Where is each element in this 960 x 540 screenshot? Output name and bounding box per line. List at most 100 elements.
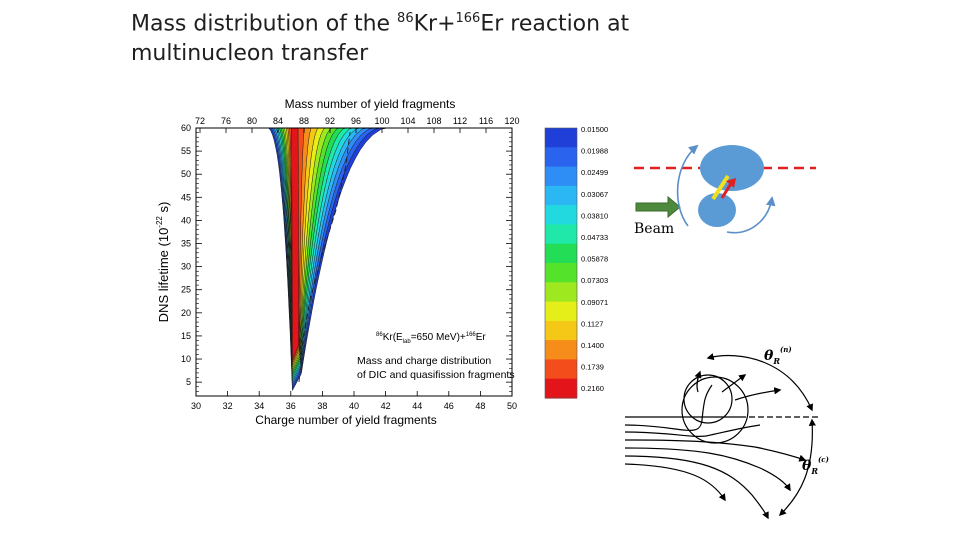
colorbar-swatch [545, 340, 577, 360]
contour-map [268, 128, 389, 392]
top-tick-label: 80 [247, 116, 257, 126]
coulomb-rainbow-arc [778, 418, 816, 517]
colorbar-swatch [545, 282, 577, 303]
colorbar-label: 0.09071 [581, 298, 608, 307]
colorbar-swatch [545, 378, 577, 399]
x-tick-label: 32 [223, 401, 233, 411]
x-tick-label: 38 [317, 401, 327, 411]
colorbar-label: 0.2160 [581, 384, 604, 393]
y-axis-title: DNS lifetime (10-22 s) [155, 202, 171, 323]
colorbar-frame [544, 127, 578, 399]
x-axis-title: Charge number of yield fragments [255, 413, 436, 427]
colorbar-label: 0.01988 [581, 147, 608, 156]
beam-label: Beam [634, 221, 675, 237]
colorbar-label: 0.03810 [581, 211, 608, 220]
y-tick-label: 10 [181, 354, 191, 364]
colorbar-label: 0.07303 [581, 276, 608, 285]
top-tick-label: 76 [221, 116, 231, 126]
top-tick-label: 104 [400, 116, 415, 126]
colorbar-swatch [545, 359, 577, 380]
colorbar-label: 0.1400 [581, 341, 604, 350]
trajectory-2 [624, 424, 761, 437]
transfer-arrow-yellow-icon [711, 174, 730, 201]
beam-arrow-icon [635, 195, 681, 219]
target-nucleus [700, 145, 764, 191]
colorbar-swatch [545, 128, 577, 148]
theta-n-label: θR(n) [764, 345, 792, 366]
svg-text:86Kr(Elab=650 MeV)+166Er: 86Kr(Elab=650 MeV)+166Er [376, 332, 486, 345]
colorbar-swatch [545, 243, 577, 264]
y-tick-label: 45 [181, 192, 191, 202]
rotation-arrow-right-icon [726, 196, 776, 234]
colorbar-swatch [545, 185, 577, 206]
colorbar-swatch [545, 205, 577, 225]
trajectory-7 [694, 370, 702, 393]
trajectory-6 [624, 463, 726, 502]
svg-text:Mass and charge distribution: Mass and charge distribution [357, 355, 491, 367]
colorbar-swatch [545, 301, 577, 322]
x-tick-label: 42 [381, 401, 391, 411]
colorbar-label: 0.05878 [581, 255, 608, 264]
colorbar-label: 0.03067 [581, 190, 608, 199]
top-tick-label: 88 [299, 116, 309, 126]
colorbar-label: 0.04733 [581, 233, 608, 242]
y-tick-label: 55 [181, 146, 191, 156]
top-tick-label: 116 [479, 116, 493, 126]
x-tick-label: 30 [191, 401, 201, 411]
colorbar-swatch [545, 320, 577, 341]
svg-text:of DIC and quasifission fragme: of DIC and quasifission fragments [357, 369, 515, 381]
contour-ridge-line [298, 131, 351, 383]
projectile-nucleus [698, 193, 736, 227]
rotation-arrow-left-icon [676, 144, 699, 227]
x-tick-label: 48 [475, 401, 485, 411]
trajectory-5 [624, 455, 769, 520]
x-tick-label: 34 [254, 401, 264, 411]
colorbar-label: 0.1739 [581, 363, 604, 372]
top-tick-label: 108 [426, 116, 441, 126]
target-circle [681, 376, 749, 444]
beam-schematic [634, 144, 816, 234]
slide-title: Mass distribution of the 86Kr+166Er reac… [131, 11, 630, 67]
top-tick-label: 72 [195, 116, 205, 126]
y-tick-label: 50 [181, 169, 191, 179]
y-tick-label: 40 [181, 215, 191, 225]
x-tick-label: 46 [444, 401, 454, 411]
y-tick-label: 5 [186, 377, 191, 387]
x-tick-label: 40 [349, 401, 359, 411]
y-tick-label: 35 [181, 239, 191, 249]
plot-annotation: 86Kr(Elab=650 MeV)+166Er Mass and charge… [357, 332, 515, 381]
top-tick-label: 84 [273, 116, 283, 126]
top-tick-label: 92 [325, 116, 335, 126]
top-tick-label: 120 [504, 116, 519, 126]
transfer-arrowhead-icon [726, 178, 736, 188]
y-tick-label: 20 [181, 308, 191, 318]
colorbar-label: 0.1127 [581, 319, 603, 328]
top-tick-label: 100 [374, 116, 389, 126]
contour-band-13 [290, 128, 299, 360]
theta-c-label: θR(c) [802, 455, 829, 476]
colorbar-label: 0.01500 [581, 125, 608, 134]
projectile-circle [683, 374, 733, 424]
trajectory-4 [624, 447, 791, 492]
colorbar-label: 0.02499 [581, 168, 608, 177]
top-tick-label: 112 [453, 116, 467, 126]
y-tick-label: 25 [181, 285, 191, 295]
axis-ticks: 30 32 34 36 38 40 42 44 46 48 50 72 76 80 84 88 92 96 100 1… [181, 116, 520, 411]
x-tick-label: 44 [412, 401, 422, 411]
top-axis-title: Mass number of yield fragments [285, 97, 456, 111]
y-tick-label: 15 [181, 331, 191, 341]
colorbar-swatch [545, 166, 577, 187]
y-tick-label: 60 [181, 123, 191, 133]
top-tick-label: 96 [351, 116, 361, 126]
x-tick-label: 36 [286, 401, 296, 411]
colorbar: 0.01500 0.01988 0.02499 0.03067 0.03810 0.047… [544, 125, 608, 399]
trajectory-schematic [624, 353, 818, 520]
nuclear-rainbow-arc [706, 353, 813, 412]
colorbar-swatch [545, 263, 577, 283]
x-tick-label: 50 [507, 401, 517, 411]
y-tick-label: 30 [181, 262, 191, 272]
colorbar-swatch [545, 147, 577, 168]
trajectory-1 [624, 384, 713, 431]
colorbar-swatch [545, 224, 577, 245]
